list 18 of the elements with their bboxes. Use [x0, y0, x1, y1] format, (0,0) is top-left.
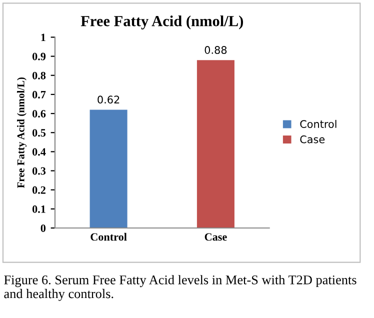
chart-title: Free Fatty Acid (nmol/L) — [80, 15, 243, 30]
y-tick-label: 0.6 — [32, 110, 46, 118]
y-tick-label: 1 — [41, 34, 46, 42]
y-tick-label: 0.5 — [32, 129, 46, 137]
data-label: 0.88 — [204, 46, 227, 54]
y-tick-label: 0.8 — [32, 72, 46, 80]
y-tick-label: 0.7 — [32, 90, 46, 98]
y-tick-label: 0 — [40, 224, 46, 232]
y-tick-label: 0.2 — [32, 186, 46, 194]
data-label: 0.62 — [98, 96, 120, 104]
y-tick-label: 0.9 — [32, 52, 46, 60]
y-tick-label: 0.4 — [32, 148, 46, 156]
y-axis-title: Free Fatty Acid (nmol/L) — [17, 77, 27, 188]
caption: Figure 6. Serum Free Fatty Acid levels in Met-S with T2D patients and healthy controls. — [4, 275, 356, 301]
legend-label: Case — [300, 135, 325, 144]
legend-label: Control — [300, 120, 336, 128]
y-tick-label: 0.3 — [32, 167, 46, 175]
y-tick-label: 0.1 — [32, 205, 46, 213]
